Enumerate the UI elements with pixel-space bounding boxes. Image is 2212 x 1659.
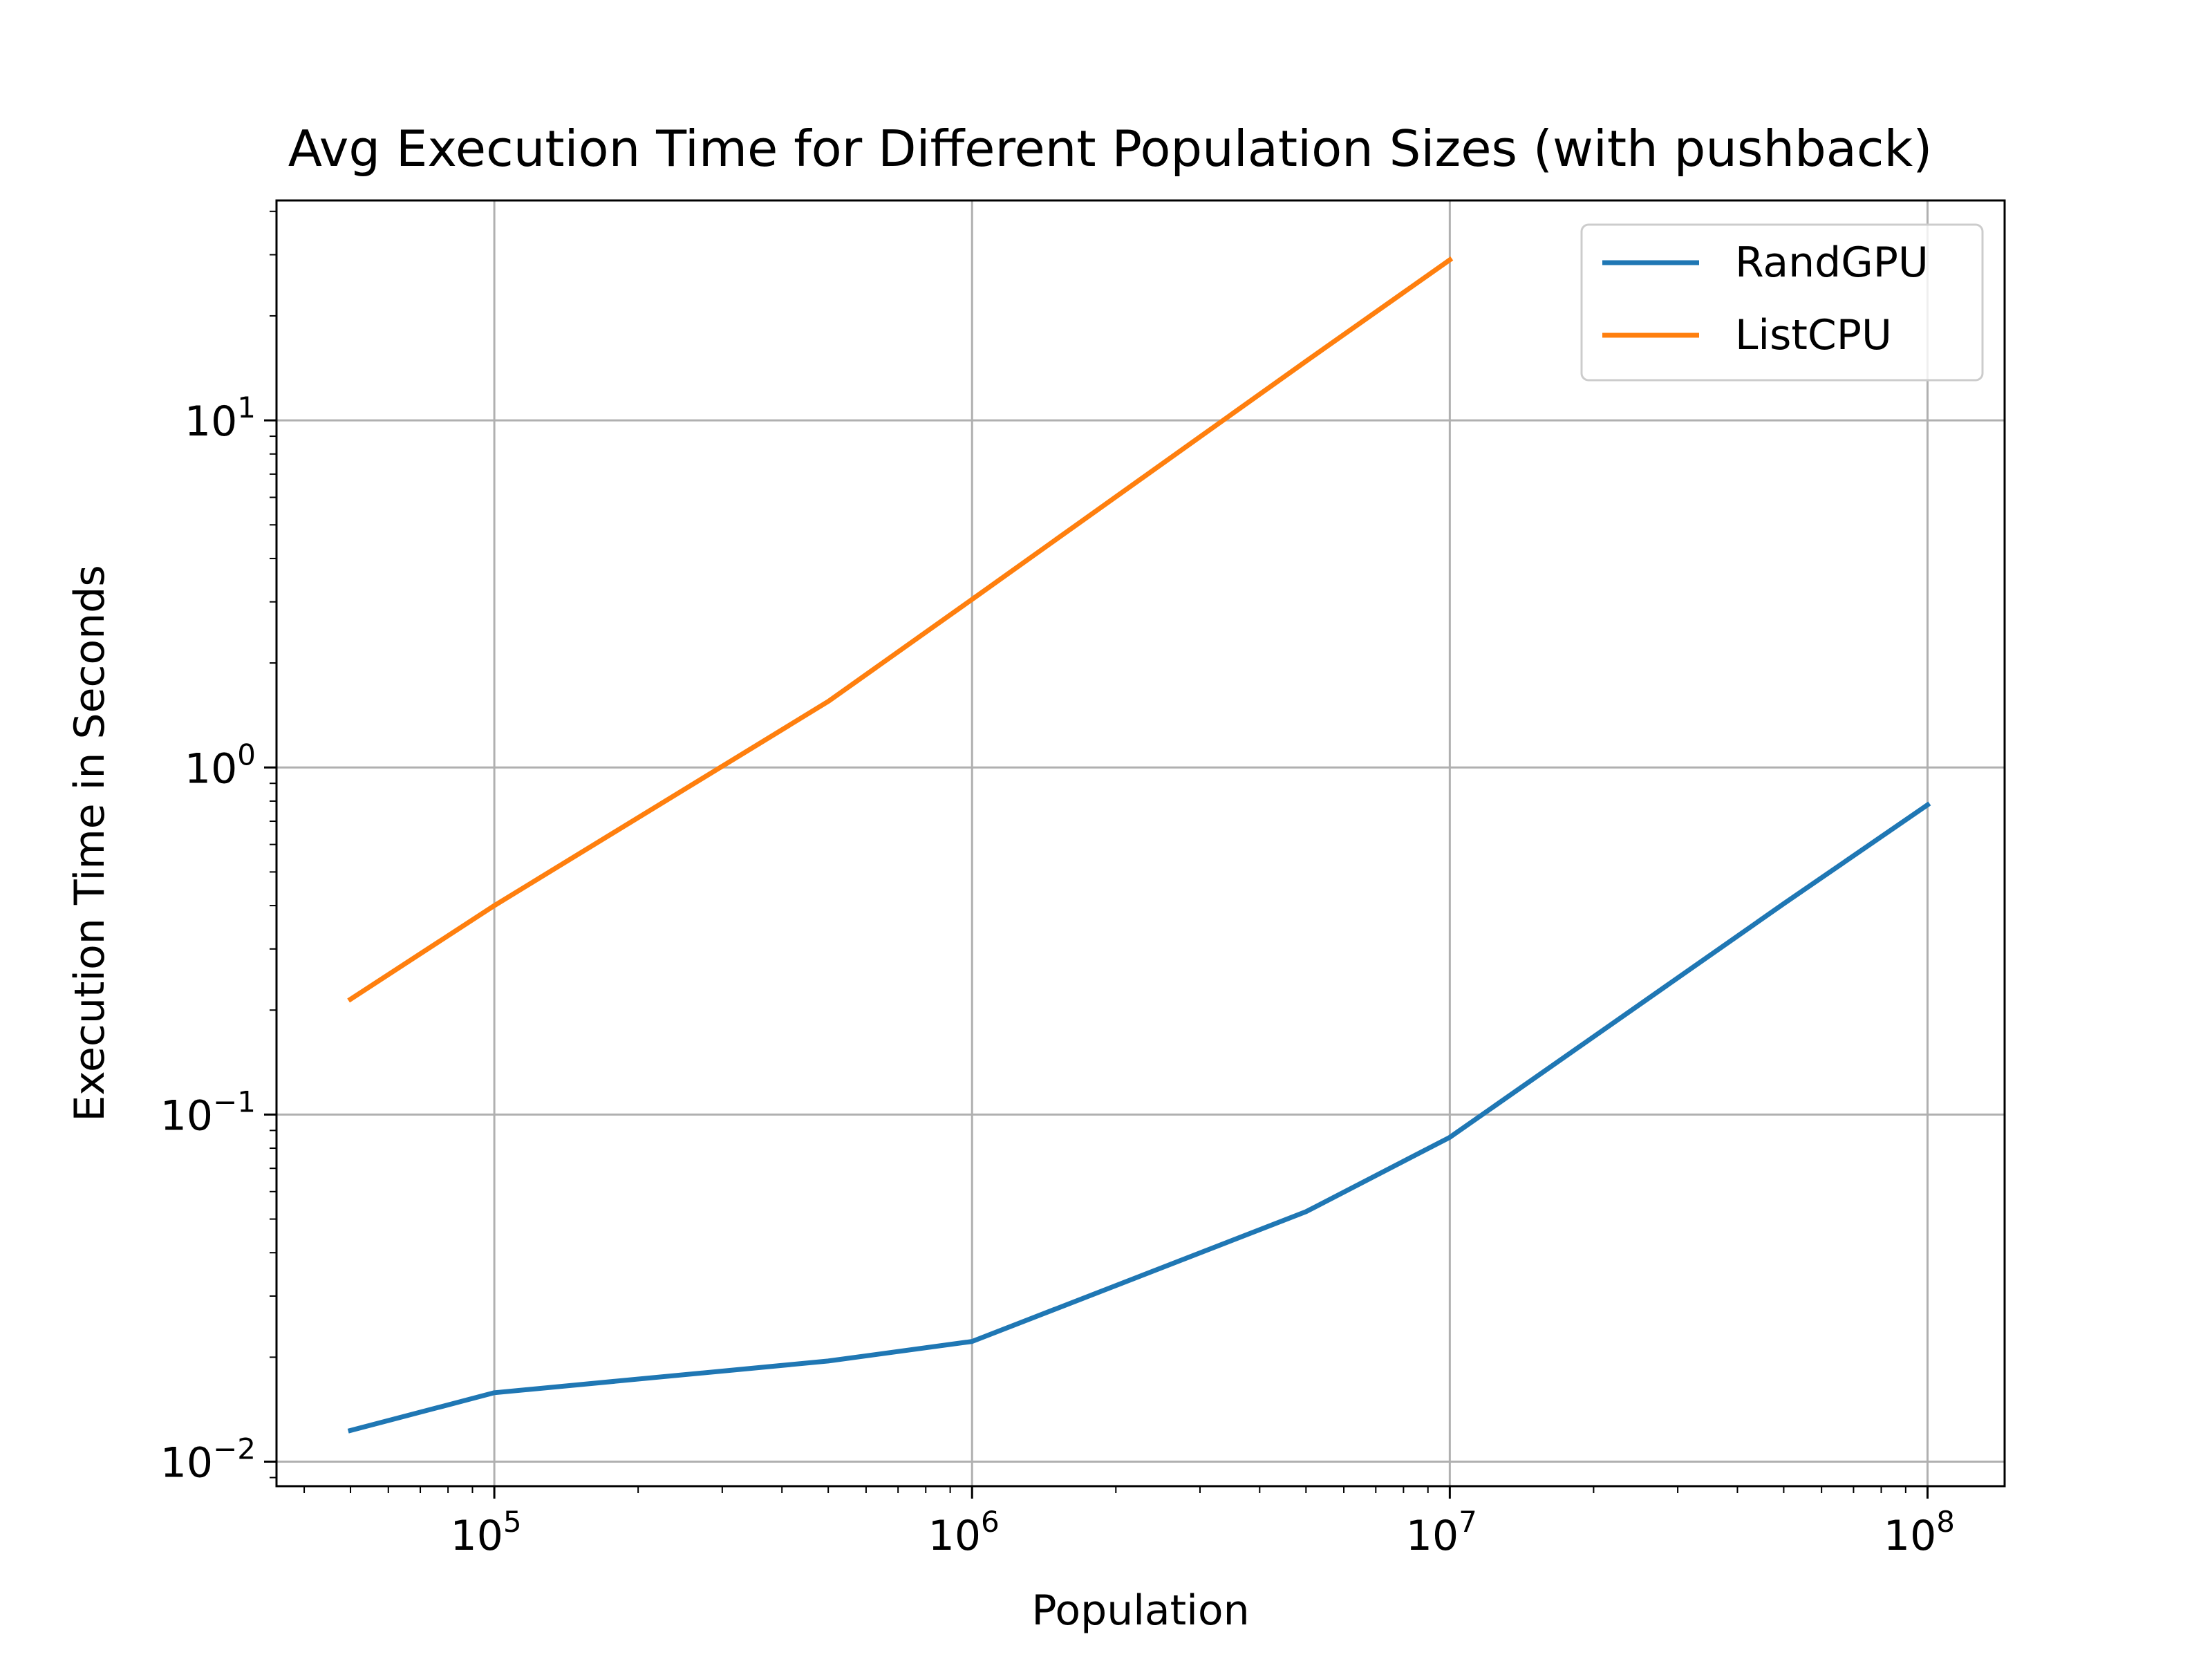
y-tick-label: 100 [185,738,256,793]
minor-ticks [270,210,1906,1493]
chart-title: Avg Execution Time for Different Populat… [288,120,1933,178]
x-tick-base: 10 [1406,1512,1459,1560]
y-tick-base: 10 [160,1091,213,1140]
x-tick-label: 108 [1884,1505,1955,1560]
x-tick-exponent: 7 [1459,1505,1477,1539]
series-line-listcpu [347,256,1454,1003]
data-point-randgpu [971,1341,973,1342]
series-layer [347,256,1931,1434]
y-tick-base: 10 [160,1439,213,1488]
y-tick-exponent: 0 [237,738,256,771]
x-tick-label: 105 [451,1505,522,1560]
x-tick-base: 10 [1884,1512,1936,1560]
y-tick-label: 10−1 [160,1085,256,1140]
x-tick-label: 106 [928,1505,1000,1560]
y-tick-exponent: −2 [213,1432,256,1466]
x-tick-exponent: 6 [981,1505,1000,1539]
x-axis-ticks: 105 106 107 108 [451,1486,1955,1560]
y-axis-label: Execution Time in Seconds [66,565,114,1121]
y-tick-exponent: 1 [237,391,256,424]
data-point-listcpu [350,998,351,1000]
x-tick-exponent: 8 [1936,1505,1955,1539]
y-tick-base: 10 [185,744,237,793]
x-tick-base: 10 [451,1512,503,1560]
data-point-listcpu [827,701,829,702]
data-point-listcpu [971,599,973,600]
x-tick-label: 107 [1406,1505,1477,1560]
legend-label-randgpu: RandGPU [1735,238,1929,287]
y-tick-base: 10 [185,397,237,446]
data-point-randgpu [827,1360,829,1362]
plot-frame [275,199,2006,1488]
data-point-randgpu [494,1392,495,1394]
y-tick-exponent: −1 [213,1085,256,1118]
x-tick-base: 10 [928,1512,981,1560]
legend-label-listcpu: ListCPU [1735,311,1892,359]
y-tick-label: 10−2 [160,1432,256,1488]
y-tick-label: 101 [185,391,256,446]
series-line-randgpu [347,801,1931,1434]
legend: RandGPU ListCPU [1580,223,1984,382]
x-tick-exponent: 5 [503,1505,522,1539]
grid [276,200,2005,1486]
data-point-randgpu [350,1430,351,1431]
plot-area [270,199,2006,1493]
x-axis-label: Population [1031,1586,1249,1635]
data-point-randgpu [1783,903,1784,904]
